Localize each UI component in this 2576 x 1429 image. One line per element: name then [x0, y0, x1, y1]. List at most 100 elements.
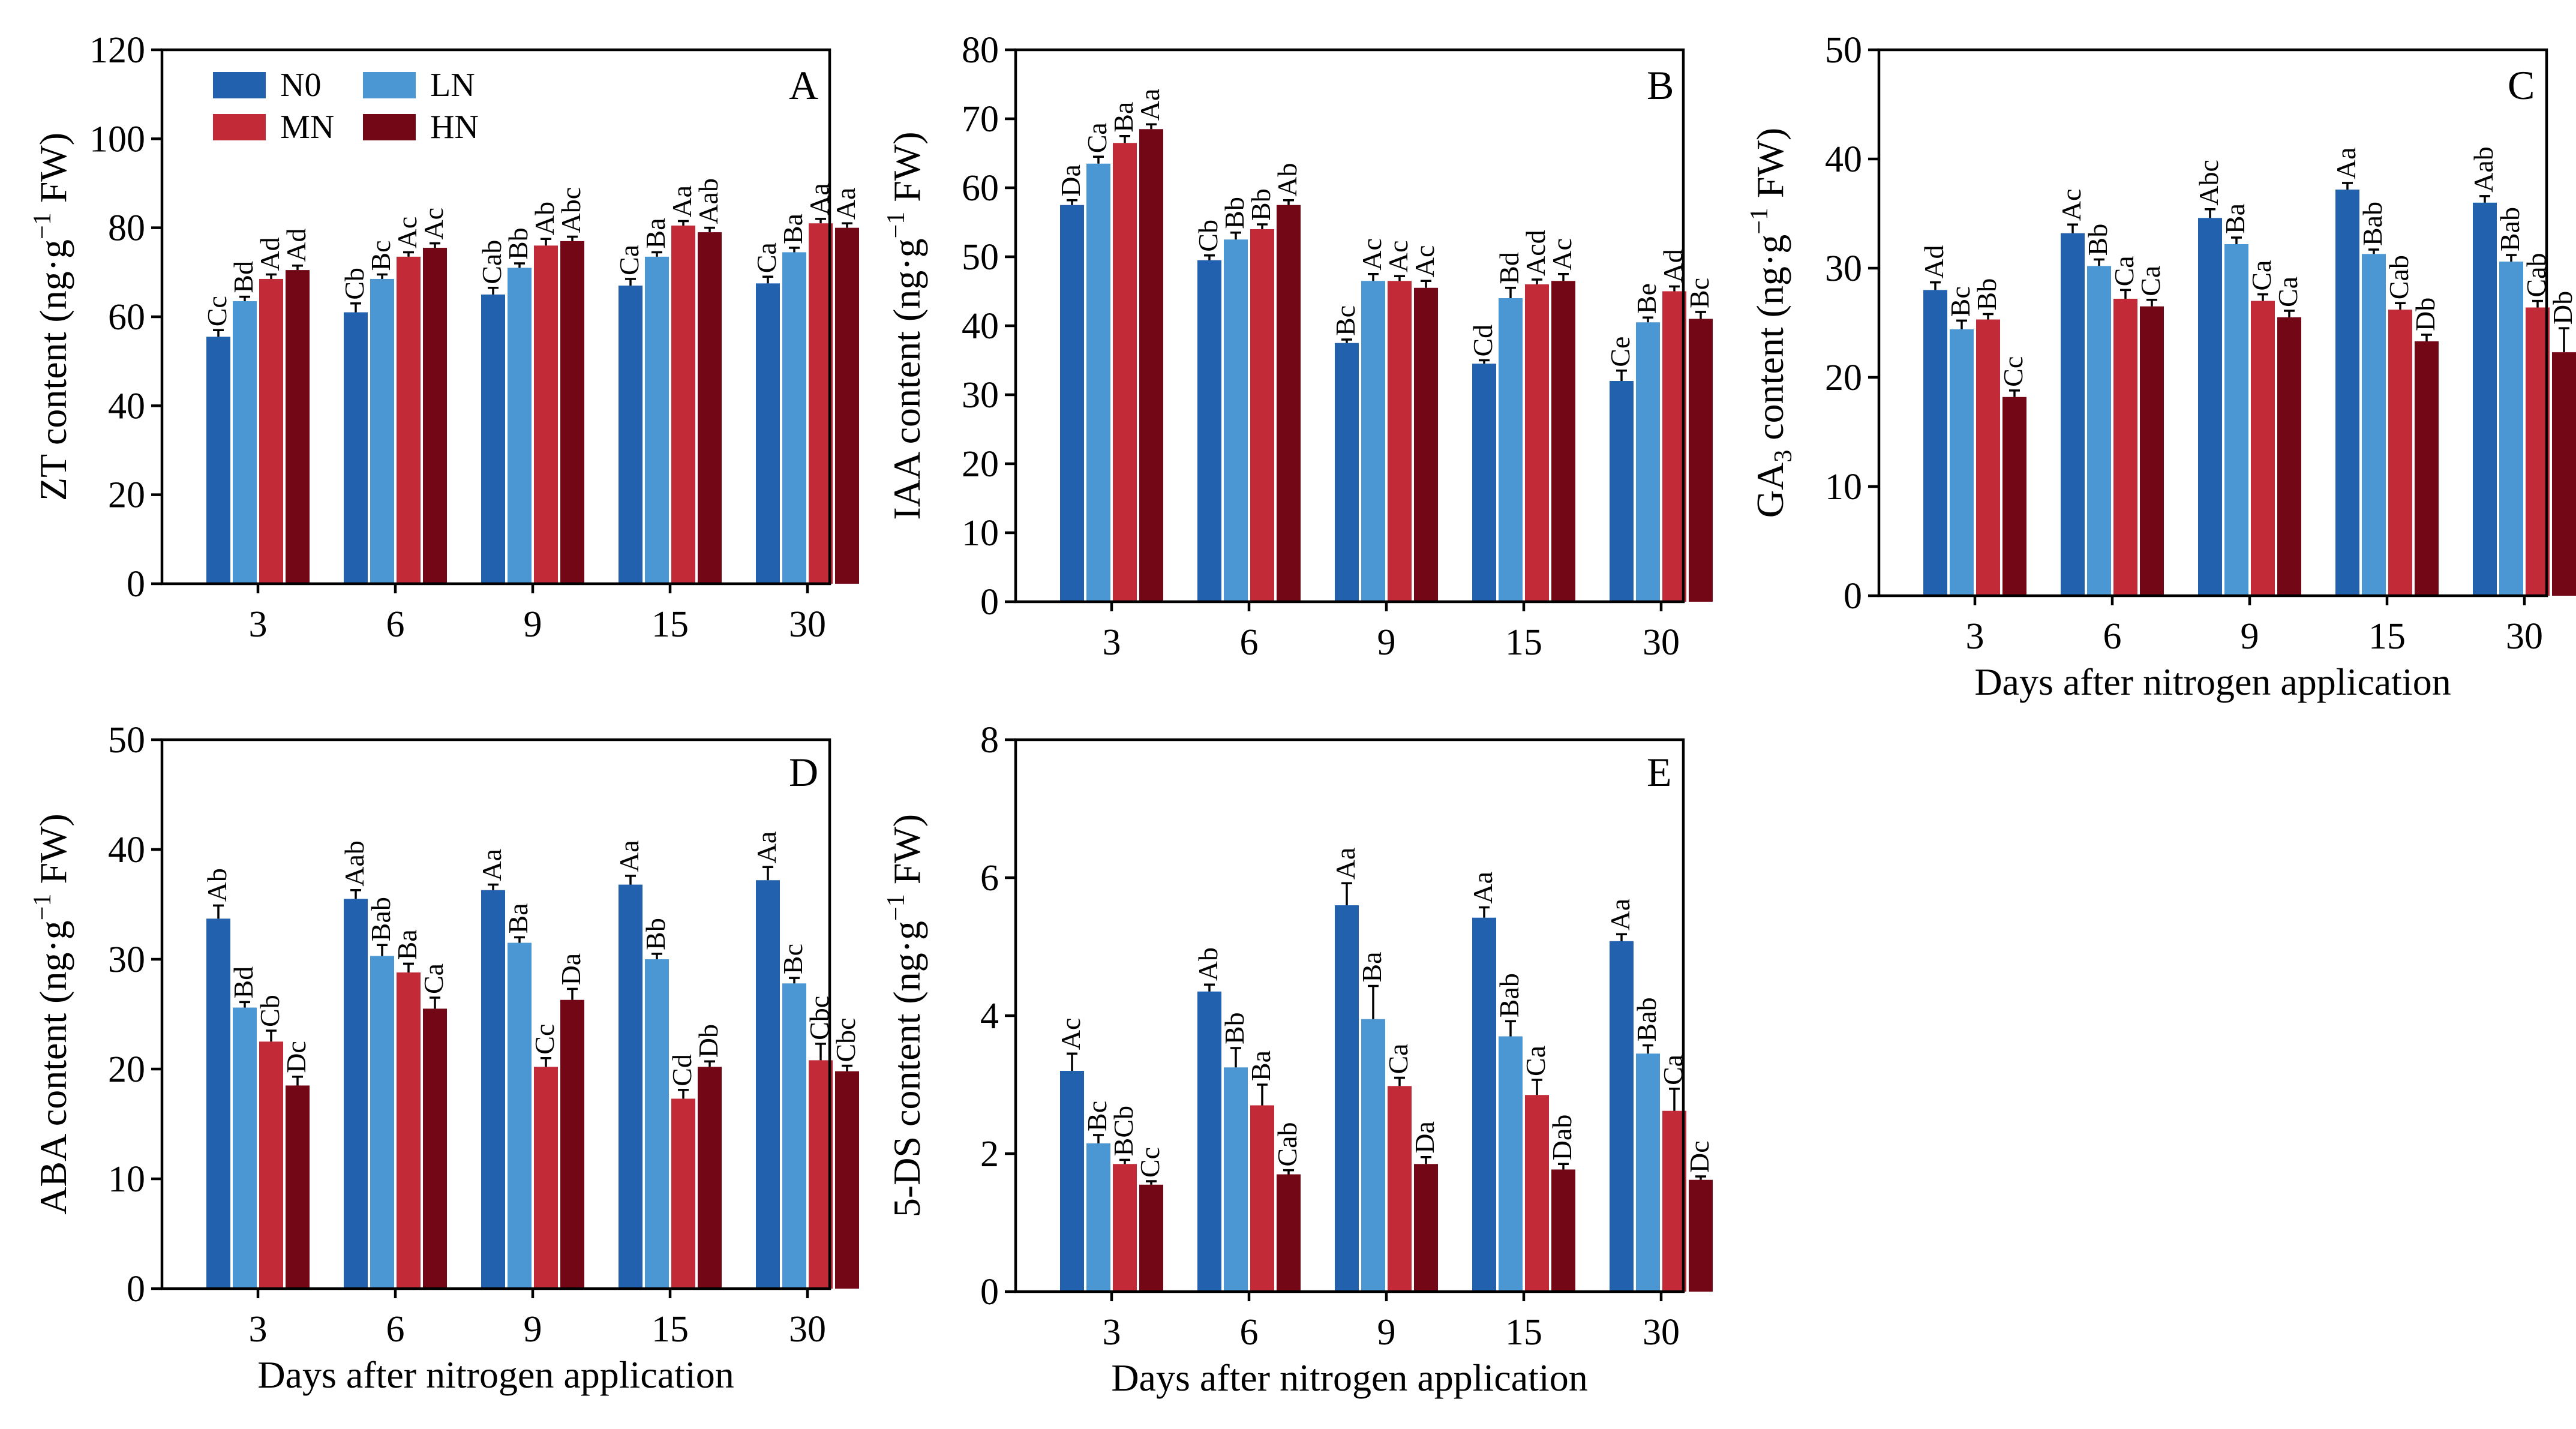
bar-B-LN-9 — [1361, 281, 1385, 602]
sig-label-E-N0-6: Ab — [1193, 947, 1223, 981]
sig-label-A-MN-6: Ac — [392, 217, 422, 249]
bar-D-N0-15 — [619, 884, 643, 1289]
legend-label-LN: LN — [430, 67, 475, 104]
sig-label-B-HN-3: Aa — [1134, 89, 1165, 121]
sig-label-A-N0-3: Cc — [202, 296, 232, 326]
bar-C-MN-15 — [2388, 310, 2412, 596]
legend-swatch-N0 — [213, 72, 266, 98]
bar-C-LN-3 — [1950, 329, 1974, 596]
bar-E-N0-30 — [1610, 941, 1634, 1292]
sig-label-A-LN-9: Bb — [503, 227, 533, 260]
x-tick-label-E-30: 30 — [1643, 1312, 1680, 1353]
sig-label-D-N0-6: Aab — [339, 840, 370, 887]
x-tick-label-B-30: 30 — [1643, 622, 1680, 663]
bar-D-MN-9 — [534, 1067, 558, 1289]
bar-D-LN-6 — [370, 956, 394, 1289]
sig-label-D-LN-3: Bd — [228, 966, 259, 999]
sig-label-C-N0-15: Aa — [2331, 147, 2361, 179]
sig-label-E-N0-15: Aa — [1467, 872, 1498, 904]
bar-A-HN-9 — [560, 241, 584, 584]
sig-label-D-N0-15: Aa — [614, 840, 644, 872]
sig-label-B-LN-3: Ca — [1082, 122, 1112, 153]
panel-letter-A: A — [789, 62, 818, 108]
sig-label-C-LN-3: Bc — [1945, 286, 1975, 317]
y-tick-label-B-50: 50 — [962, 237, 999, 278]
sig-label-B-HN-6: Ab — [1272, 163, 1302, 196]
bar-D-N0-3 — [206, 918, 230, 1289]
bar-E-N0-15 — [1472, 917, 1496, 1292]
bar-A-LN-9 — [508, 268, 532, 584]
sig-label-D-HN-15: Db — [693, 1024, 723, 1058]
bar-D-N0-9 — [481, 890, 505, 1289]
plot-frame-A — [160, 48, 831, 586]
bar-E-MN-6 — [1250, 1105, 1274, 1292]
bar-E-HN-15 — [1551, 1169, 1575, 1292]
bar-E-N0-3 — [1060, 1071, 1084, 1292]
sig-label-A-LN-3: Bd — [228, 261, 259, 293]
y-tick-label-C-30: 30 — [1825, 248, 1862, 289]
bar-C-MN-6 — [2113, 298, 2137, 596]
sig-label-C-LN-30: Bab — [2494, 207, 2525, 251]
plot-frame-E — [1014, 738, 1685, 1293]
bar-A-HN-15 — [698, 232, 722, 584]
bar-E-LN-9 — [1361, 1019, 1385, 1292]
legend-swatch-MN — [213, 114, 266, 140]
sig-label-E-N0-3: Ac — [1055, 1018, 1086, 1050]
y-tick-label-D-10: 10 — [108, 1159, 145, 1200]
y-tick-label-C-0: 0 — [1844, 576, 1862, 617]
plot-frame-D — [160, 738, 831, 1290]
bar-E-LN-6 — [1224, 1067, 1248, 1292]
bar-E-HN-3 — [1139, 1184, 1163, 1292]
bar-E-HN-6 — [1277, 1174, 1301, 1292]
x-tick-label-C-3: 3 — [1966, 616, 1984, 657]
y-tick-label-D-40: 40 — [108, 830, 145, 870]
sig-label-B-N0-9: Bc — [1330, 305, 1361, 336]
bar-C-LN-15 — [2362, 254, 2386, 596]
sig-label-C-HN-9: Ca — [2272, 277, 2303, 307]
sig-label-A-HN-6: Ac — [418, 208, 449, 240]
bar-A-LN-3 — [233, 301, 257, 584]
sig-label-A-HN-3: Ad — [281, 228, 311, 262]
y-tick-label-D-20: 20 — [108, 1049, 145, 1090]
bar-A-HN-6 — [423, 248, 447, 584]
y-tick-label-B-0: 0 — [980, 582, 999, 623]
sig-label-E-LN-30: Bab — [1631, 997, 1662, 1041]
y-axis-label-B: IAA content (ng·g−1 FW) — [882, 131, 928, 520]
sig-label-E-LN-6: Bb — [1219, 1012, 1250, 1044]
bar-C-N0-30 — [2473, 202, 2497, 596]
bar-A-LN-30 — [782, 252, 806, 584]
bar-C-MN-3 — [1976, 319, 2000, 596]
x-tick-label-E-6: 6 — [1240, 1312, 1259, 1353]
bar-A-N0-6 — [344, 312, 368, 584]
x-tick-label-A-30: 30 — [789, 604, 826, 645]
bar-E-MN-9 — [1388, 1086, 1412, 1292]
y-tick-label-B-10: 10 — [962, 513, 999, 554]
bar-B-N0-6 — [1197, 260, 1221, 602]
bar-D-HN-9 — [560, 999, 584, 1289]
panel-letter-B: B — [1647, 62, 1674, 108]
bar-D-N0-30 — [756, 880, 780, 1289]
bar-B-N0-3 — [1060, 205, 1084, 602]
bar-B-N0-15 — [1472, 364, 1496, 602]
sig-label-C-LN-9: Ba — [2220, 203, 2250, 234]
sig-label-B-HN-15: Ac — [1547, 238, 1577, 271]
sig-label-B-MN-6: Bb — [1245, 188, 1276, 221]
bar-C-HN-15 — [2415, 341, 2439, 596]
sig-label-B-N0-15: Cd — [1467, 325, 1498, 357]
x-axis-label-E: Days after nitrogen application — [1111, 1356, 1587, 1399]
sig-label-B-MN-9: Ac — [1383, 241, 1413, 273]
y-tick-label-E-8: 8 — [980, 720, 999, 761]
sig-label-D-N0-9: Aa — [476, 849, 507, 881]
sig-label-D-MN-3: Cb — [254, 995, 285, 1027]
y-tick-label-B-30: 30 — [962, 375, 999, 416]
sig-label-E-MN-3: BCb — [1108, 1106, 1139, 1156]
sig-label-C-HN-30: Db — [2547, 291, 2576, 325]
bar-B-LN-15 — [1499, 298, 1523, 602]
bar-B-HN-3 — [1139, 129, 1163, 602]
x-tick-label-C-6: 6 — [2103, 616, 2122, 657]
legend: N0 LN MN HN — [213, 67, 479, 146]
x-tick-label-A-9: 9 — [524, 604, 542, 645]
bar-A-N0-30 — [756, 283, 780, 584]
sig-label-E-HN-30: Dc — [1684, 1140, 1715, 1173]
sig-label-A-N0-30: Ca — [751, 242, 782, 273]
